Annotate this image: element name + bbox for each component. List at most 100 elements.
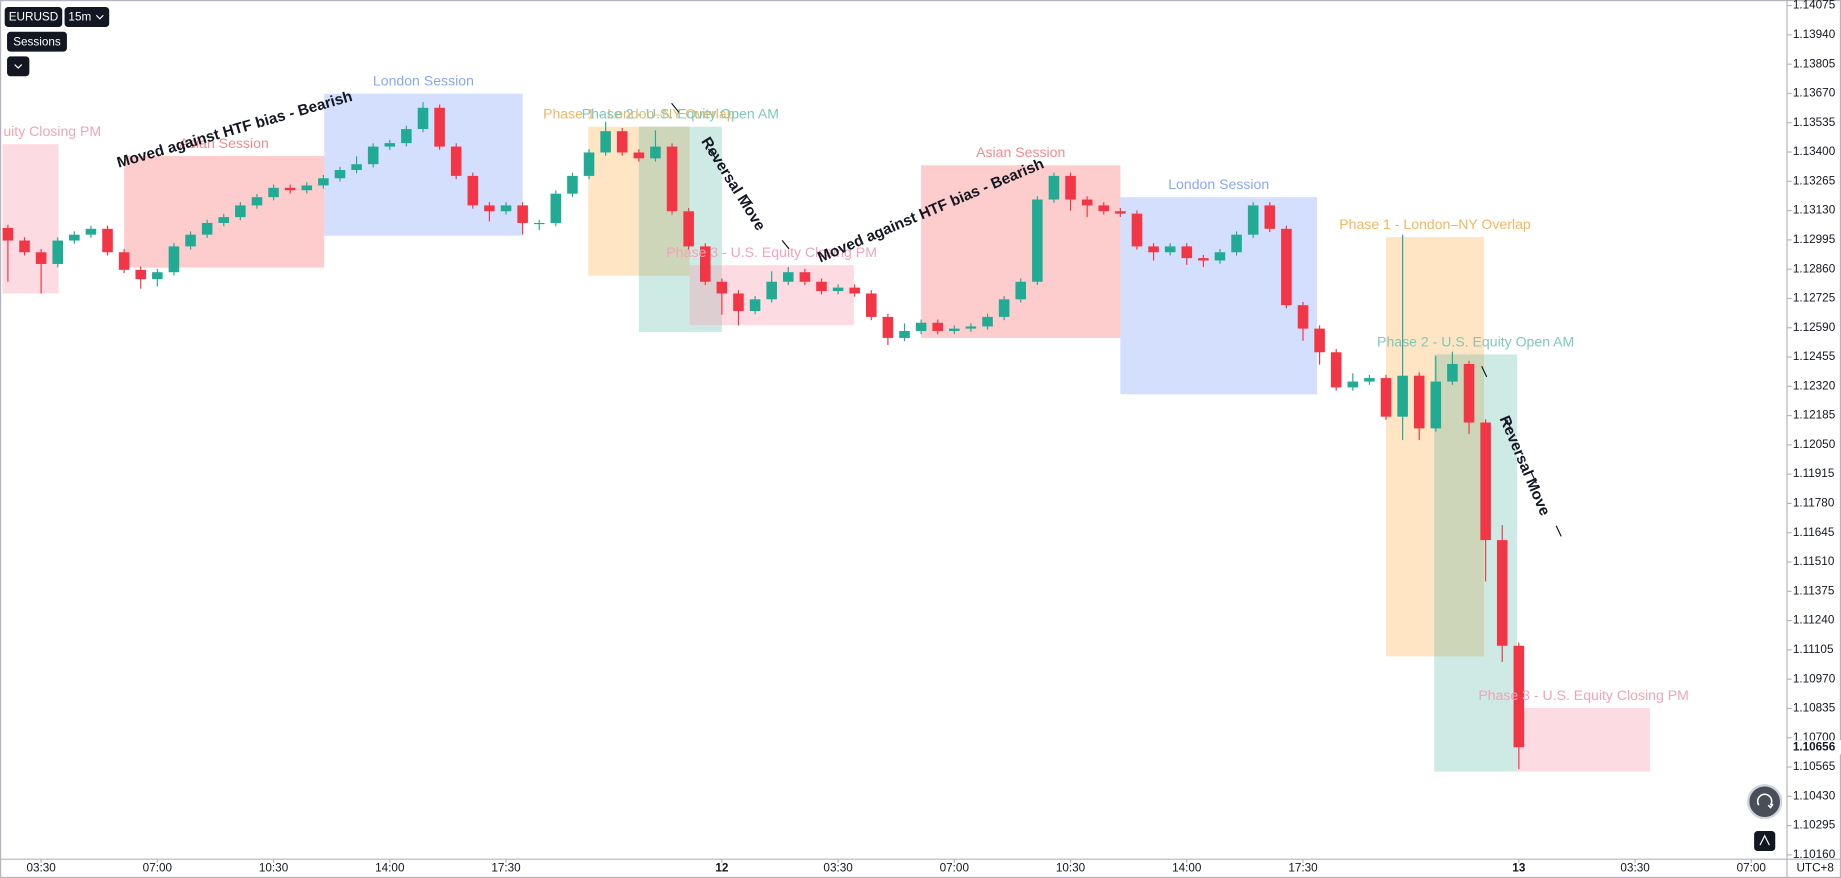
candle-body [832,287,844,292]
candle-body [799,272,811,282]
x-tick-label: 03:30 [26,862,56,875]
candle-body [766,281,777,300]
toolbar: EURUSD 15m Sessions [4,7,110,77]
x-tick-label: 07:00 [940,862,970,875]
candle-body [1413,375,1425,429]
y-tick-label: 1.12590 [1793,321,1836,334]
y-tick-label: 1.11510 [1793,555,1835,568]
candle-body [1115,211,1126,214]
session-label: Phase 1 - London–NY Overlap [1339,216,1531,232]
current-price-label: 1.10656 [1793,740,1836,753]
y-tick-label: 1.10970 [1793,672,1836,685]
y-tick-label: 1.11105 [1793,643,1834,656]
candle-body [1347,381,1359,388]
current-price-badge [1788,740,1841,755]
candle-body [915,322,927,331]
y-tick-label: 1.14075 [1793,0,1836,12]
collapse-button[interactable] [7,56,30,77]
candle-body [616,131,628,153]
candle-body [1048,175,1060,200]
candle-body [268,187,279,198]
candle-body [782,272,794,282]
x-tick-label: 17:30 [1288,862,1318,875]
candle-body [882,316,894,338]
session-box [1517,708,1651,772]
indicator-button[interactable] [7,31,67,52]
session-box [124,155,325,268]
y-tick-label: 1.12050 [1793,438,1836,451]
candle-body [866,293,877,317]
y-tick-label: 1.11375 [1793,584,1835,597]
candle-body [168,246,180,273]
candle-body [19,240,30,253]
auto-scale-button[interactable] [1754,831,1776,852]
y-tick-label: 1.13940 [1793,28,1836,41]
candle-body [351,164,362,171]
candle-body [699,246,711,282]
candle-body [1148,246,1159,253]
session-label: Phase 1 - London–NY Overlap [543,106,735,122]
candle-body [1065,175,1076,200]
candle-body [85,228,97,235]
y-tick-label: 1.13670 [1793,87,1836,100]
candle-body [301,185,313,191]
candle-body [733,293,744,312]
candle-body [849,287,860,294]
candle-body [185,234,196,247]
candle-body [102,228,113,253]
candle-body [1281,228,1292,306]
y-tick-label: 1.13400 [1793,145,1836,158]
x-tick-label: 10:30 [259,862,289,875]
session-box [638,126,722,333]
candle-body [683,211,694,247]
symbol-button[interactable] [4,7,63,27]
candle-body [1214,252,1226,261]
time-axis: 03:30 07:00 10:30 14:00 17:30 12 03:30 07:00 10:… [26,859,1766,875]
session-label: Phase 3 - U.S. Equity Closing PM [0,123,101,139]
candle-body [1015,281,1027,300]
reset-button[interactable] [1747,784,1783,820]
y-tick-label: 1.13805 [1793,57,1836,70]
auto-scale-icon [1759,834,1770,846]
candle-body [35,252,47,264]
session-label: Phase 3 - U.S. Equity Closing PM [666,244,877,260]
y-tick-label: 1.12185 [1793,409,1836,422]
session-label: Asian Session [180,135,269,151]
x-tick-label: 14:00 [1172,862,1202,875]
chevron [95,14,104,20]
candle-body [69,234,80,241]
interval-button[interactable] [64,7,110,27]
candle-body [1032,199,1043,282]
session-box [921,165,1121,338]
candle-body [2,227,14,241]
candle-body [434,107,445,147]
candle-body [1164,246,1176,253]
chevron [14,64,23,69]
session-boxes [2,93,1651,772]
candle-body [666,146,678,212]
candle-body [1496,540,1508,646]
candle-body [932,322,943,331]
candle-body [235,205,246,218]
candle-body [517,205,528,223]
timezone: UTC+8 [1796,862,1834,875]
candle-body [533,222,545,225]
candle-body [1463,363,1475,423]
y-tick-label: 1.10565 [1793,760,1836,773]
y-tick-label: 1.12455 [1793,350,1836,363]
candle-body [1264,205,1276,229]
candle-body [118,252,130,270]
candle-body [401,129,412,144]
price-axis: 1.14075 1.13940 1.13805 1.13670 1.13535 1.134… [1786,0,1841,861]
candle-body [1364,378,1375,382]
candle-body [600,131,611,153]
y-tick-label: 1.11240 [1793,614,1835,627]
session-label: Phase 2 - U.S. Equity Open AM [582,106,779,122]
candle-body [1081,199,1093,206]
x-tick-label: 17:30 [491,862,521,875]
y-tick-label: 1.13130 [1793,204,1836,217]
